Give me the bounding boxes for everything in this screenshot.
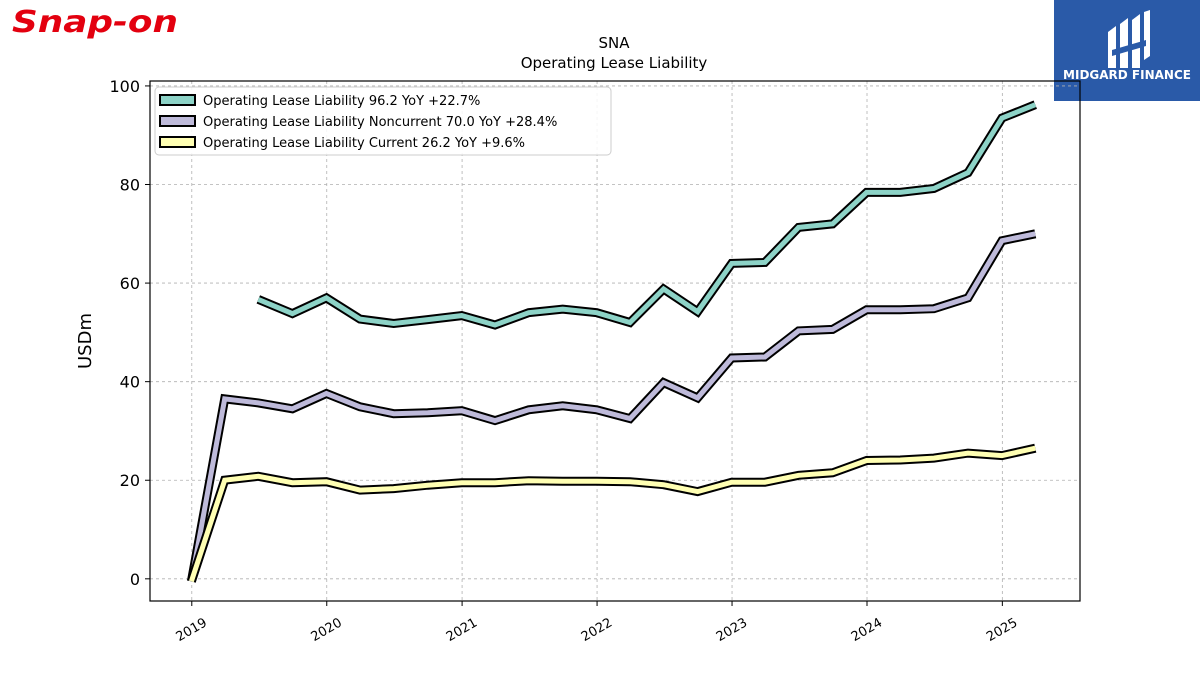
y-axis: 0 20 40 60 80 100 <box>109 77 150 589</box>
legend-swatch <box>159 94 196 106</box>
x-tick-label: 2022 <box>579 615 615 645</box>
y-tick-label: 40 <box>120 373 140 392</box>
series-line-outline-2 <box>187 443 1037 583</box>
legend-swatch <box>159 115 196 127</box>
midgard-finance-logo: MIDGARD FINANCE <box>1054 0 1200 101</box>
legend-box <box>154 86 612 156</box>
y-tick-label: 80 <box>120 176 140 195</box>
series-lines <box>186 100 1037 583</box>
chart-subtitle: Operating Lease Liability <box>521 54 708 72</box>
x-tick-label: 2020 <box>309 615 345 645</box>
x-axis: 2019 2020 2021 2022 2023 2024 2025 <box>174 601 1020 645</box>
y-tick-label: 100 <box>109 77 140 96</box>
legend-label: Operating Lease Liability Current 26.2 Y… <box>203 136 525 151</box>
y-tick-label: 60 <box>120 274 140 293</box>
midgard-mark-icon <box>1108 10 1150 68</box>
y-tick-label: 0 <box>130 570 140 589</box>
series-line-2 <box>189 445 1036 583</box>
plot-frame <box>149 80 1081 602</box>
partner-name: MIDGARD FINANCE <box>1063 68 1191 82</box>
legend-swatch <box>159 136 196 148</box>
x-tick-label: 2025 <box>984 615 1020 645</box>
x-tick-label: 2024 <box>849 615 885 645</box>
series-line-0 <box>257 102 1037 328</box>
x-tick-label: 2021 <box>444 615 480 645</box>
y-tick-label: 20 <box>120 471 140 490</box>
x-tick-label: 2019 <box>174 615 210 645</box>
series-line-1 <box>188 231 1036 582</box>
series-line-outline-1 <box>186 229 1037 583</box>
chart-title: SNA <box>598 34 630 52</box>
legend: Operating Lease Liability 96.2 YoY +22.7… <box>154 86 612 156</box>
x-tick-label: 2023 <box>714 615 750 645</box>
snap-on-logo: Snap-on <box>12 5 178 40</box>
legend-label: Operating Lease Liability Noncurrent 70.… <box>203 115 557 130</box>
snap-on-logo-text: Snap-on <box>12 5 178 40</box>
grid <box>150 81 1080 601</box>
legend-label: Operating Lease Liability 96.2 YoY +22.7… <box>203 94 480 109</box>
y-axis-label: USDm <box>75 313 96 369</box>
